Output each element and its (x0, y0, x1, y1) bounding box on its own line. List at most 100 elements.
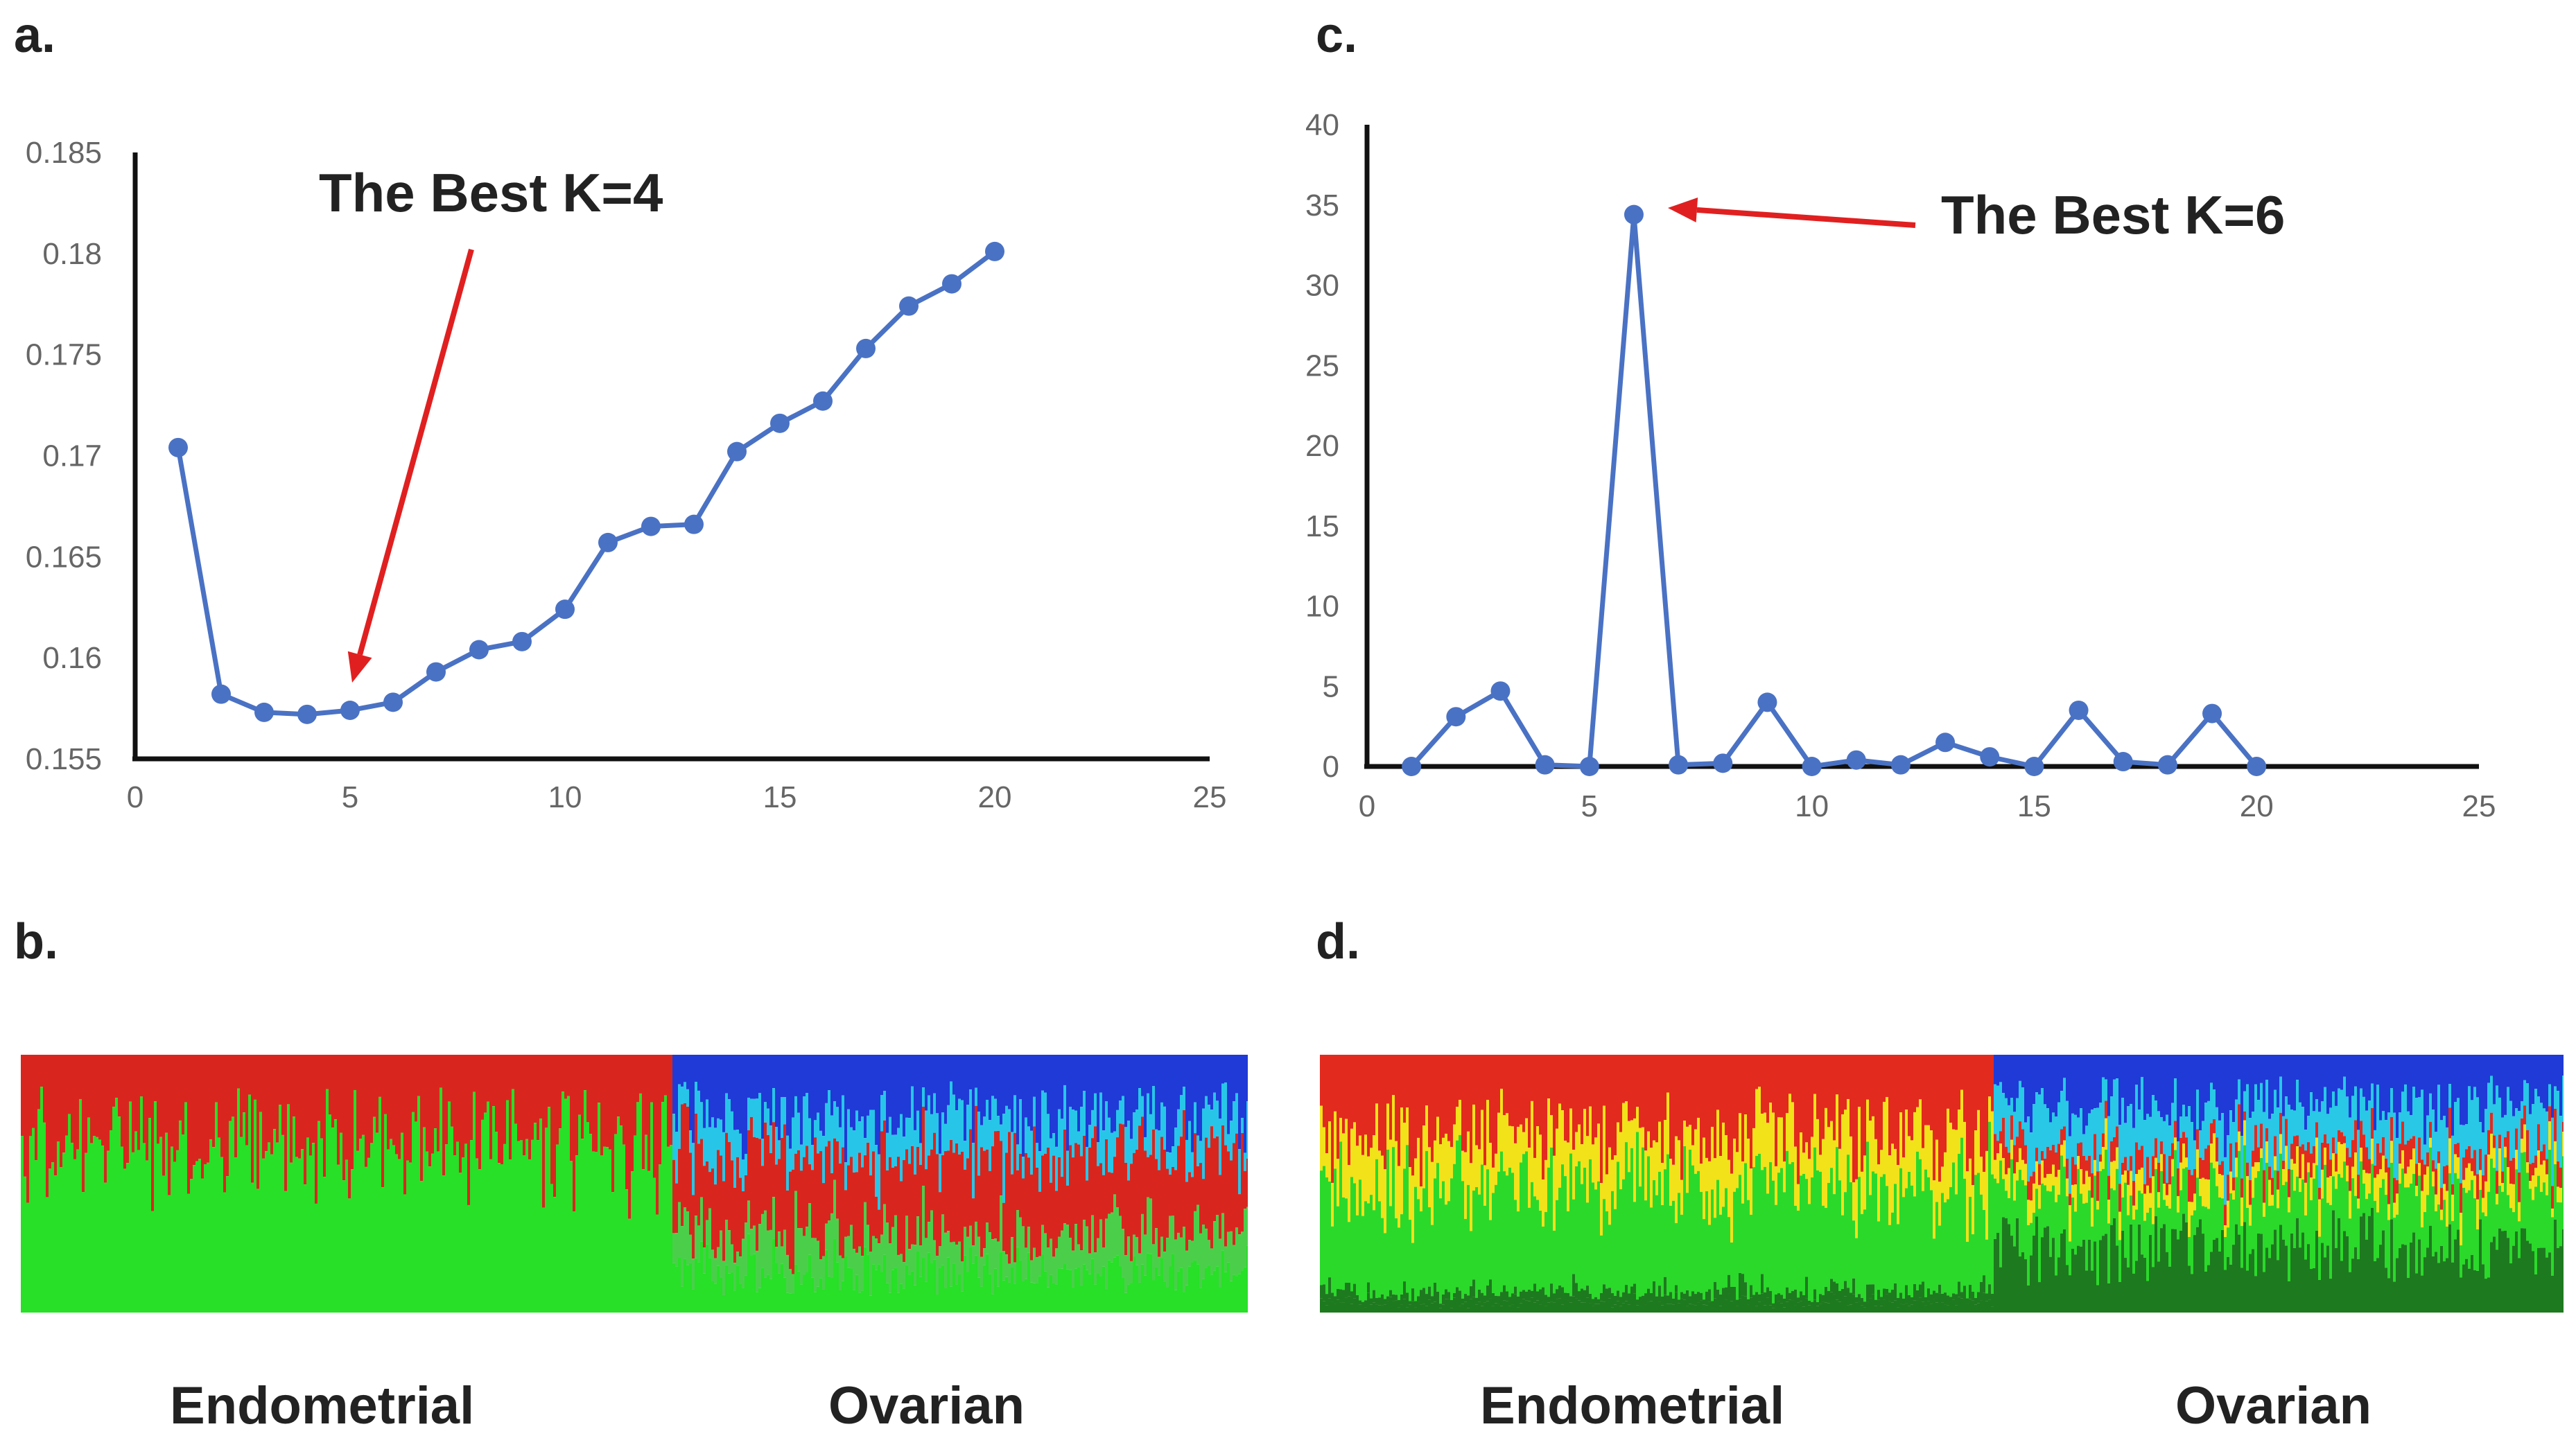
strip-bar (2532, 1162, 2534, 1176)
chart-c-point (1490, 681, 1511, 701)
strip-bar (792, 1055, 794, 1118)
strip-bar (2304, 1182, 2307, 1216)
strip-bar (747, 1234, 750, 1313)
strip-bar (51, 1055, 54, 1163)
strip-bar (1503, 1171, 1506, 1286)
strip-bar (1672, 1055, 1675, 1165)
strip-bar (1661, 1297, 1664, 1306)
strip-bar (326, 1055, 329, 1089)
strip-bar (1348, 1165, 1350, 1222)
strip-bar (1564, 1176, 1567, 1293)
strip-bar (531, 1055, 534, 1140)
strip-bar (1830, 1055, 1833, 1121)
strip-bar (1802, 1055, 1805, 1153)
strip-bar (836, 1141, 839, 1219)
strip-bar (2135, 1085, 2138, 1143)
strip-bar (1508, 1167, 1511, 1297)
strip-bar (1933, 1299, 1935, 1313)
strip-bar (1775, 1303, 1777, 1313)
strip-bar (2118, 1055, 2121, 1125)
strip-bar (684, 1055, 686, 1082)
strip-bar (1478, 1194, 1481, 1290)
strip-bar (320, 1138, 323, 1313)
strip-bar (2179, 1137, 2182, 1163)
strip-bar (2207, 1209, 2210, 1265)
strip-bar (1930, 1294, 1933, 1304)
strip-bar (2371, 1055, 2374, 1084)
strip-bar (1359, 1055, 1361, 1136)
strip-bar (1339, 1118, 1342, 1142)
strip-bar (2507, 1195, 2509, 1238)
strip-bar (756, 1137, 758, 1251)
strip-bar (1475, 1055, 1478, 1146)
strip-bar (2521, 1228, 2523, 1313)
strip-bar (1514, 1055, 1517, 1143)
strip-bar (980, 1256, 983, 1287)
strip-bar (2559, 1055, 2562, 1116)
strip-bar (869, 1055, 872, 1110)
strip-bar (1847, 1288, 1850, 1306)
strip-bar (365, 1166, 367, 1313)
strip-bar (1486, 1301, 1489, 1313)
strip-bar (1470, 1231, 1472, 1286)
strip-bar (836, 1262, 839, 1313)
strip-bar (2288, 1168, 2290, 1198)
strip-bar (2310, 1153, 2313, 1178)
strip-bar (1105, 1218, 1108, 1290)
strip-bar (875, 1055, 878, 1146)
strip-bar (445, 1055, 448, 1145)
strip-bar (2435, 1055, 2437, 1132)
strip-bar (839, 1255, 842, 1290)
strip-bar (2008, 1168, 2010, 1198)
strip-bar (700, 1102, 703, 1139)
strip-bar (2288, 1212, 2290, 1281)
strip-bar (2149, 1207, 2152, 1235)
strip-bar (290, 1055, 293, 1163)
strip-bar (2390, 1162, 2393, 1220)
strip-bar (1983, 1210, 1985, 1276)
strip-bar (2357, 1259, 2360, 1313)
strip-bar (869, 1295, 872, 1313)
strip-bar (758, 1224, 761, 1288)
strip-bar (2279, 1153, 2282, 1225)
strip-bar (2055, 1177, 2057, 1202)
strip-bar (1689, 1304, 1691, 1313)
strip-bar (1758, 1055, 1761, 1087)
strip-bar (864, 1055, 867, 1139)
strip-bar (1619, 1132, 1622, 1190)
strip-bar (1116, 1110, 1119, 1138)
strip-bar (1378, 1055, 1381, 1151)
strip-bar (1736, 1055, 1739, 1152)
strip-bar (783, 1097, 786, 1125)
strip-bar (1091, 1138, 1094, 1216)
strip-bar (2335, 1105, 2338, 1154)
strip-bar (914, 1055, 916, 1130)
strip-bar (964, 1227, 966, 1256)
strip-bar (2313, 1146, 2315, 1164)
strip-bar (1949, 1301, 1952, 1313)
strip-bar (642, 1055, 645, 1170)
strip-bar (1486, 1169, 1489, 1286)
strip-bar (2116, 1245, 2118, 1313)
strip-bar (2271, 1114, 2274, 1178)
strip-bar (1191, 1152, 1194, 1177)
strip-bar (997, 1286, 1000, 1313)
strip-bar (1985, 1293, 1988, 1301)
strip-bar (1575, 1132, 1578, 1167)
strip-bar (1025, 1117, 1027, 1153)
strip-bar (1244, 1170, 1246, 1209)
strip-bar (1886, 1294, 1888, 1313)
strip-bar (1844, 1055, 1847, 1110)
strip-bar (692, 1143, 695, 1195)
strip-bar (481, 1119, 484, 1313)
strip-bar (212, 1147, 215, 1313)
strip-bar (1481, 1292, 1483, 1306)
chart-a-point (426, 662, 446, 682)
strip-bar (672, 1055, 675, 1114)
chart-c-point (1624, 204, 1644, 225)
strip-bar (847, 1055, 850, 1110)
strip-bar (412, 1112, 415, 1313)
strip-bar (2537, 1175, 2540, 1248)
strip-bar (714, 1184, 717, 1259)
strip-bar (1202, 1179, 1205, 1225)
